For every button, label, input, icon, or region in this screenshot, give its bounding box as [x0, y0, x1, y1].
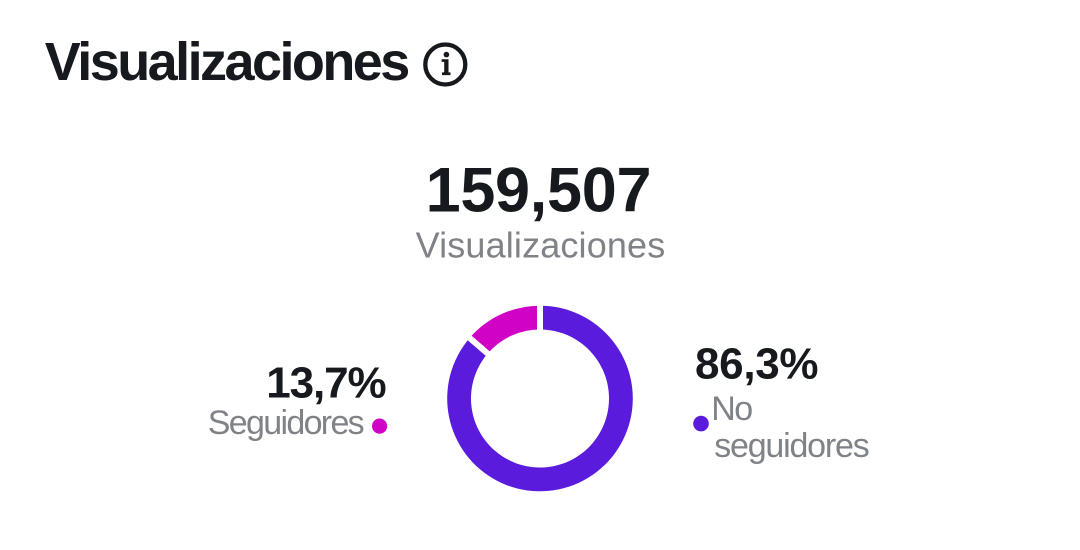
svg-text:13,7%: 13,7% [266, 359, 385, 408]
svg-text:159,507: 159,507 [426, 156, 652, 226]
svg-text:Seguidores: Seguidores [208, 404, 364, 442]
svg-text:86,3%: 86,3% [695, 339, 818, 388]
svg-text:seguidores: seguidores [714, 427, 869, 465]
svg-text:Visualizaciones: Visualizaciones [45, 32, 408, 92]
svg-text:No: No [711, 390, 752, 428]
svg-text:Visualizaciones: Visualizaciones [416, 225, 666, 266]
